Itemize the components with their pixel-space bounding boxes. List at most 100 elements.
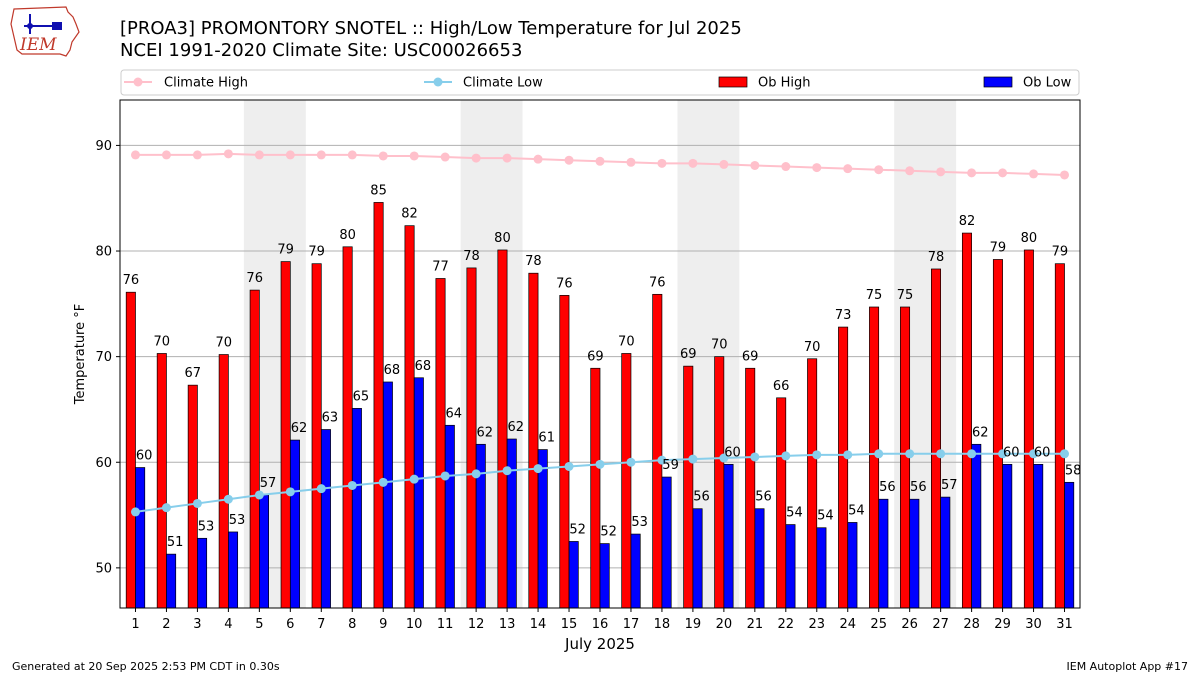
ob-low-label: 56 xyxy=(910,480,927,495)
x-tick-label: 20 xyxy=(716,617,733,632)
x-tick-label: 18 xyxy=(654,617,671,632)
ob-low-bar xyxy=(971,443,982,609)
ob-low-bar xyxy=(197,537,208,609)
climate-low-point xyxy=(812,450,822,460)
ob-high-label: 76 xyxy=(649,275,666,290)
x-tick-label: 25 xyxy=(870,617,887,632)
ob-high-label: 85 xyxy=(370,183,387,198)
y-tick-label: 80 xyxy=(95,245,112,260)
climate-low-point xyxy=(223,494,233,504)
ob-low-label: 68 xyxy=(384,363,401,378)
climate-low-point xyxy=(471,469,481,479)
climate-high-point xyxy=(595,156,605,166)
ob-low-bar xyxy=(382,381,393,609)
ob-high-label: 75 xyxy=(866,288,883,303)
x-tick-label: 4 xyxy=(224,617,232,632)
ob-low-bar xyxy=(816,527,827,609)
climate-low-point xyxy=(657,455,667,465)
x-tick-label: 23 xyxy=(809,617,826,632)
ob-low-label: 54 xyxy=(786,506,803,521)
ob-low-label: 60 xyxy=(136,449,153,464)
ob-low-bar xyxy=(351,408,362,609)
ob-high-bar xyxy=(404,225,415,609)
climate-low-point xyxy=(998,449,1008,459)
x-tick-label: 26 xyxy=(901,617,918,632)
x-tick-label: 19 xyxy=(685,617,702,632)
ob-low-label: 58 xyxy=(1065,463,1082,478)
climate-high-point xyxy=(1060,170,1070,180)
y-tick-label: 70 xyxy=(95,350,112,365)
ob-high-label: 76 xyxy=(556,276,573,291)
legend-ob-low-label: Ob Low xyxy=(1023,76,1072,91)
climate-low-point xyxy=(843,450,853,460)
ob-high-bar xyxy=(714,356,725,609)
x-tick-label: 24 xyxy=(839,617,856,632)
y-tick-label: 60 xyxy=(95,456,112,471)
ob-low-bar xyxy=(661,476,672,609)
x-tick-label: 29 xyxy=(994,617,1011,632)
climate-high-point xyxy=(378,151,388,161)
ob-low-bar xyxy=(259,494,269,609)
ob-high-label: 69 xyxy=(680,347,697,362)
x-tick-label: 30 xyxy=(1025,617,1042,632)
climate-low-point xyxy=(564,461,574,471)
ob-high-bar xyxy=(961,232,972,609)
y-tick-label: 50 xyxy=(95,561,112,576)
chart-subtitle: NCEI 1991-2020 Climate Site: USC00026653 xyxy=(120,40,523,61)
ob-high-label: 70 xyxy=(711,338,728,353)
ob-low-label: 61 xyxy=(538,431,555,446)
ob-high-label: 76 xyxy=(246,271,263,286)
ob-high-label: 76 xyxy=(123,273,140,288)
climate-high-point xyxy=(657,158,667,168)
ob-high-bar xyxy=(218,354,229,609)
ob-low-bar xyxy=(847,522,858,609)
climate-low-point xyxy=(192,498,202,508)
climate-low-point xyxy=(936,449,946,459)
ob-low-label: 57 xyxy=(941,478,958,493)
ob-high-bar xyxy=(435,278,446,609)
ob-high-label: 78 xyxy=(928,250,945,265)
ob-low-label: 65 xyxy=(353,389,370,404)
legend-climate-high-marker xyxy=(133,77,143,87)
ob-low-bar xyxy=(444,424,455,609)
ob-low-label: 59 xyxy=(662,458,679,473)
ob-low-label: 62 xyxy=(477,425,494,440)
climate-low-point xyxy=(905,449,915,459)
ob-low-label: 62 xyxy=(291,421,308,436)
ob-high-label: 82 xyxy=(401,207,418,222)
ob-high-label: 80 xyxy=(339,228,356,243)
ob-low-bar xyxy=(228,531,239,609)
ob-high-bar xyxy=(497,249,508,609)
y-axis-label: Temperature °F xyxy=(73,304,88,405)
ob-low-label: 56 xyxy=(755,490,772,505)
ob-low-label: 56 xyxy=(879,480,896,495)
ob-high-bar xyxy=(807,358,818,609)
x-tick-label: 13 xyxy=(499,617,516,632)
ob-high-bar xyxy=(1023,249,1034,609)
station-hub-icon xyxy=(27,23,33,29)
ob-low-label: 60 xyxy=(724,445,741,460)
ob-low-label: 53 xyxy=(631,515,648,530)
ob-high-bar xyxy=(776,397,787,609)
ob-high-label: 79 xyxy=(308,245,325,260)
ob-high-label: 69 xyxy=(587,349,604,364)
climate-high-point xyxy=(564,155,574,165)
climate-high-point xyxy=(192,150,202,160)
ob-low-label: 63 xyxy=(322,411,339,426)
ob-high-label: 73 xyxy=(835,308,852,323)
ob-high-label: 80 xyxy=(494,231,511,246)
ob-high-bar xyxy=(280,261,291,609)
ob-high-bar xyxy=(156,353,167,609)
ob-high-bar xyxy=(590,367,601,609)
climate-high-point xyxy=(967,168,977,178)
climate-low-point xyxy=(161,503,171,513)
ob-high-label: 82 xyxy=(959,214,976,229)
ob-high-label: 79 xyxy=(1052,245,1069,260)
legend-ob-high-swatch xyxy=(718,76,748,88)
legend-climate-low-label: Climate Low xyxy=(463,76,543,91)
climate-high-point xyxy=(874,165,884,175)
legend-climate-low-marker xyxy=(433,77,443,87)
climate-high-point xyxy=(440,152,450,162)
ob-low-bar xyxy=(630,533,641,609)
